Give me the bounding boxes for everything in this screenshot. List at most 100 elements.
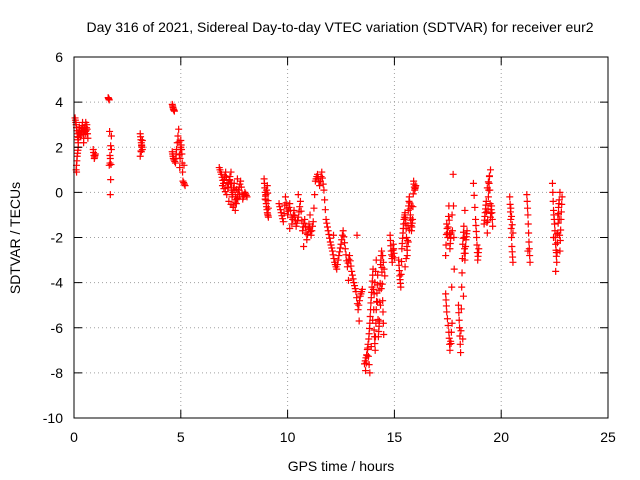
data-point [488,209,496,217]
data-point [461,206,469,214]
data-point [371,340,379,348]
data-point [354,306,362,314]
data-point [551,220,559,228]
data-point [555,196,563,204]
data-point [397,270,405,278]
data-point [276,203,284,211]
data-point [369,285,377,293]
data-point [374,315,382,323]
data-point [460,222,468,230]
data-point [374,271,382,279]
data-point [508,221,516,229]
data-point [508,212,516,220]
data-point [137,148,145,156]
data-point [366,312,374,320]
data-point [407,202,415,210]
data-point [350,279,358,287]
data-point [373,297,381,305]
data-point [321,206,329,214]
data-point [221,188,229,196]
data-point [294,191,302,199]
data-point [405,226,413,234]
data-point [180,161,188,169]
data-point [372,267,380,275]
data-point [334,256,342,264]
data-point [181,182,189,190]
data-point [306,211,314,219]
data-point [371,346,379,354]
data-point [524,211,532,219]
data-point [327,241,335,249]
data-point [175,125,183,133]
data-point [91,150,99,158]
data-point [226,176,234,184]
data-point [403,246,411,254]
data-point [322,215,330,223]
data-point [309,218,317,226]
data-point [326,238,334,246]
data-point [552,249,560,257]
data-point [455,316,463,324]
data-point [107,146,115,154]
data-point [351,285,359,293]
y-tick-label: 4 [55,94,63,110]
data-point [483,208,491,216]
data-point [488,215,496,223]
data-point [243,193,251,201]
data-point [136,152,144,160]
data-point [107,132,115,140]
data-points-layer [71,94,566,377]
data-point [107,161,115,169]
data-point [457,327,465,335]
data-point [448,319,456,327]
y-tick-label: -8 [51,365,64,381]
data-point [280,209,288,217]
data-point [460,249,468,257]
data-point [242,190,250,198]
data-point [228,191,236,199]
y-tick-label: 2 [55,139,63,155]
data-point [507,204,515,212]
data-point [378,280,386,288]
data-point [378,247,386,255]
data-point [380,331,388,339]
data-point [509,258,517,266]
data-point [294,213,302,221]
x-tick-label: 15 [387,429,403,445]
data-point [473,234,481,241]
data-point [506,193,514,201]
data-point [296,197,304,205]
data-point [275,200,283,208]
data-point [372,306,380,314]
data-point [241,188,249,196]
data-point [364,344,372,352]
data-point [346,252,354,260]
data-point [506,200,514,208]
data-point [105,161,113,169]
data-point [84,134,92,142]
data-point [442,290,450,298]
data-point [316,182,324,190]
data-point [553,258,561,266]
data-point [472,215,480,223]
data-point [358,285,366,293]
data-point [484,217,492,225]
data-point [180,179,188,187]
data-point [456,324,464,332]
data-point [323,223,331,231]
data-point [344,276,352,284]
data-point [342,251,350,259]
data-point [445,216,453,224]
data-point [402,255,410,263]
data-point [363,352,371,360]
data-point [279,218,287,226]
data-point [233,185,241,193]
data-point [552,240,560,248]
data-point [448,283,456,291]
data-point [333,261,341,269]
data-point [404,237,412,245]
data-point [178,150,186,158]
data-point [457,305,465,313]
data-point [484,205,492,213]
data-point [446,346,454,354]
